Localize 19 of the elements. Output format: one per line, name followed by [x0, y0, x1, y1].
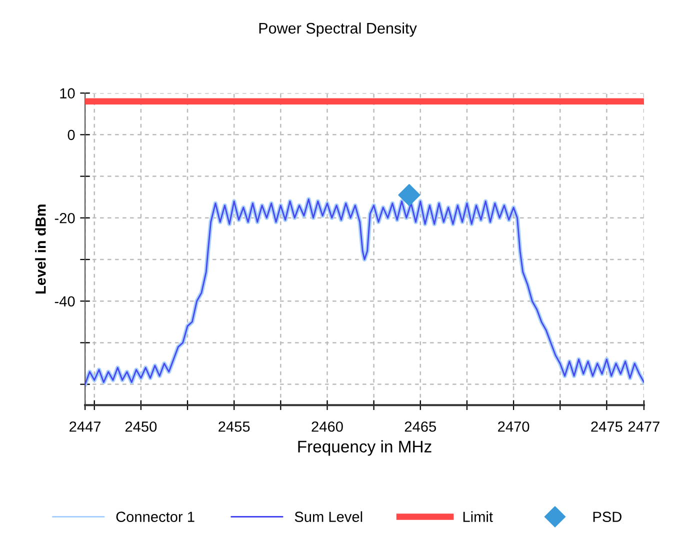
y-tick-label: 10 — [60, 88, 75, 98]
chart-title: Power Spectral Density — [259, 22, 417, 37]
x-tick-label: 2470 — [498, 421, 530, 432]
legend-label: Limit — [463, 511, 493, 522]
x-tick-label: 2477 — [628, 421, 660, 432]
x-tick-label: 2455 — [218, 421, 250, 432]
x-tick-label: 2450 — [125, 421, 157, 432]
y-tick-label: 0 — [68, 130, 75, 140]
legend-label: Sum Level — [294, 511, 362, 522]
y-tick-label: -40 — [54, 296, 75, 307]
legend-label: PSD — [593, 512, 622, 522]
x-axis-title: Frequency in MHz — [298, 440, 432, 456]
x-tick-label: 2465 — [404, 421, 436, 432]
x-tick-label: 2475 — [591, 421, 622, 432]
y-axis-title: Level in dBm — [35, 204, 46, 294]
legend-label: Connector 1 — [116, 512, 194, 522]
y-tick-label: -20 — [54, 212, 75, 224]
x-tick-label: 2447 — [70, 421, 101, 432]
x-tick-label: 2460 — [312, 421, 343, 432]
